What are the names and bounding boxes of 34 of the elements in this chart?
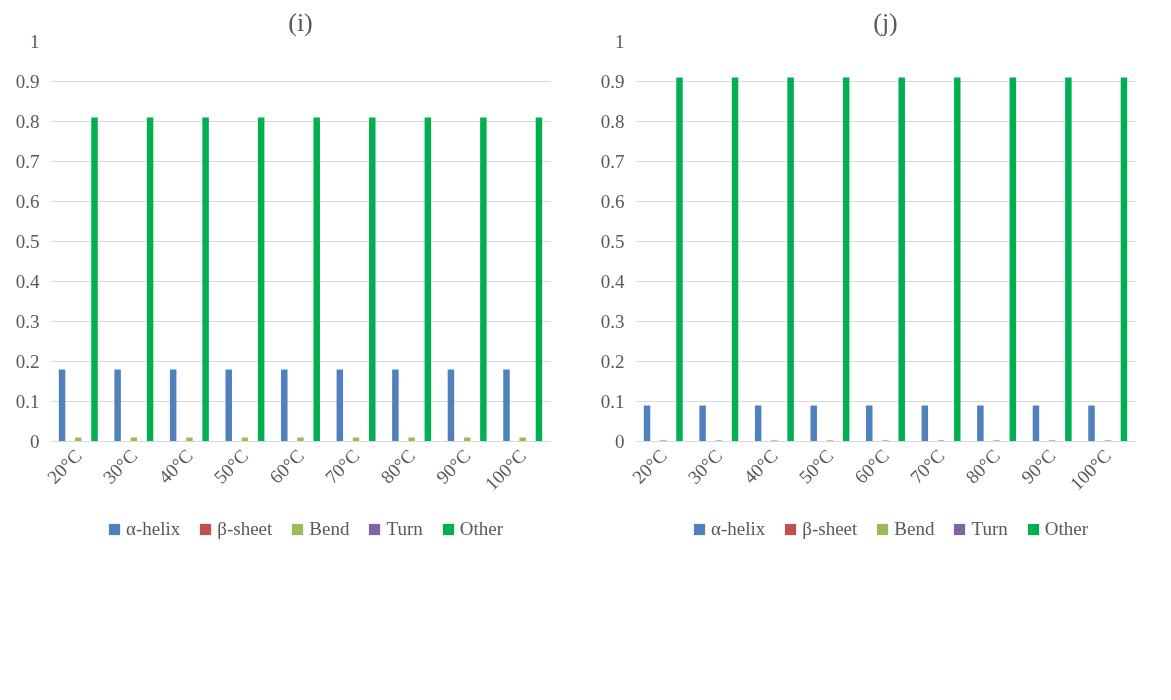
legend-label: α-helix xyxy=(711,518,766,540)
y-tick-label: 1 xyxy=(615,31,625,52)
y-tick-label: 0 xyxy=(30,431,40,452)
y-tick-label: 0.9 xyxy=(600,71,625,92)
y-tick-label: 0.2 xyxy=(15,351,40,372)
legend-label: Other xyxy=(1044,518,1088,540)
y-tick-label: 0.2 xyxy=(600,351,625,372)
y-tick-label: 0.6 xyxy=(15,191,40,212)
y-tick-label: 0.3 xyxy=(600,311,625,332)
chart-title: (i) xyxy=(288,7,313,37)
y-tick-label: 0.3 xyxy=(15,311,40,332)
y-tick-label: 0 xyxy=(615,431,625,452)
legend-label: Bend xyxy=(309,518,350,540)
y-tick-label: 0.9 xyxy=(15,71,40,92)
y-tick-label: 0.1 xyxy=(15,391,40,412)
y-tick-label: 0.7 xyxy=(600,151,625,172)
y-tick-label: 0.8 xyxy=(600,111,625,132)
y-tick-label: 0.5 xyxy=(600,231,625,252)
legend-label: Turn xyxy=(971,518,1008,540)
y-tick-label: 0.7 xyxy=(15,151,40,172)
legend-label: α-helix xyxy=(126,518,181,540)
legend-label: β-sheet xyxy=(802,518,858,540)
y-tick-label: 0.1 xyxy=(600,391,625,412)
y-tick-label: 0.6 xyxy=(600,191,625,212)
y-tick-label: 0.8 xyxy=(15,111,40,132)
legend-label: β-sheet xyxy=(217,518,273,540)
y-tick-label: 0.5 xyxy=(15,231,40,252)
y-tick-label: 0.4 xyxy=(600,271,625,292)
y-tick-label: 1 xyxy=(30,31,40,52)
y-tick-label: 0.4 xyxy=(15,271,40,292)
legend-label: Other xyxy=(459,518,503,540)
chart-title: (j) xyxy=(873,7,898,37)
legend-label: Bend xyxy=(894,518,935,540)
legend-label: Turn xyxy=(386,518,423,540)
